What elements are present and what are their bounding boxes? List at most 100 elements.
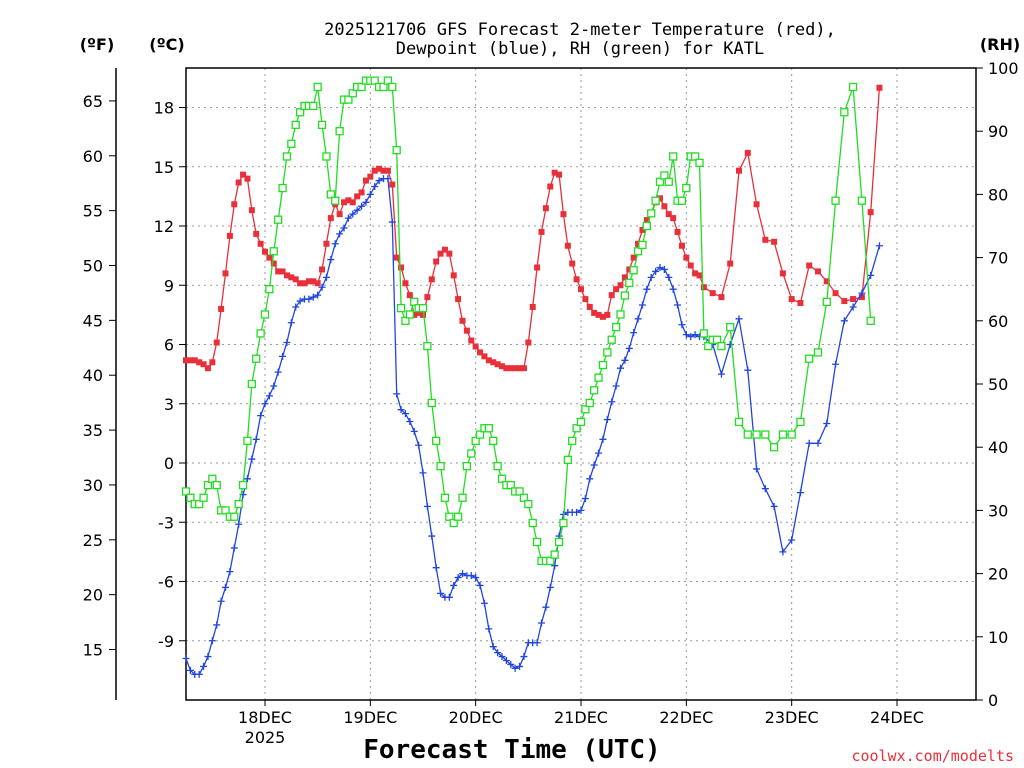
dewpoint-point xyxy=(638,301,646,309)
rh-point xyxy=(475,430,485,439)
temperature-point xyxy=(257,240,264,247)
rh-point xyxy=(866,316,875,325)
rh-point xyxy=(769,443,779,452)
temperature-point xyxy=(279,268,286,275)
dewpoint-point xyxy=(401,410,409,418)
dewpoint-point xyxy=(643,285,651,293)
dewpoint-point xyxy=(467,572,475,580)
temperature-point xyxy=(244,175,251,182)
dewpoint-point xyxy=(257,412,265,420)
rh-point xyxy=(401,316,410,325)
rh-point xyxy=(462,462,472,471)
temperature-point xyxy=(683,254,690,261)
temperature-point xyxy=(744,149,751,156)
dewpoint-point xyxy=(270,382,278,390)
rh-point xyxy=(563,455,572,464)
rh-point xyxy=(515,487,524,496)
dewpoint-point xyxy=(858,289,866,297)
rh-point xyxy=(432,436,441,446)
dewpoint-point xyxy=(581,495,589,503)
rh-point xyxy=(848,82,858,92)
dewpoint-point xyxy=(344,214,352,222)
temperature-point xyxy=(371,167,378,174)
series-temperature xyxy=(183,84,883,372)
celsius-tick-label: 6 xyxy=(164,336,174,355)
temperature-point xyxy=(560,211,567,218)
temperature-point xyxy=(262,248,268,255)
rh-point xyxy=(704,341,713,351)
rh-tick-label: 90 xyxy=(988,122,1008,141)
grid xyxy=(186,68,976,700)
temperature-point xyxy=(455,296,462,303)
temperature-point xyxy=(428,276,435,283)
temperature-point xyxy=(450,272,457,279)
temperature-point xyxy=(283,272,290,279)
rh-point xyxy=(212,480,221,490)
temperature-point xyxy=(736,167,742,174)
rh-point xyxy=(471,436,480,446)
dewpoint-point xyxy=(814,439,822,447)
temperature-point xyxy=(709,290,716,297)
dewpoint-point xyxy=(314,291,322,299)
rh-tick-label: 60 xyxy=(988,312,1008,331)
temperature-point xyxy=(248,207,255,214)
temperature-point xyxy=(503,365,510,372)
credit-text: coolwx.com/modelts xyxy=(851,747,1014,765)
dewpoint-point xyxy=(296,297,304,305)
rh-point xyxy=(805,354,814,363)
dewpoint-point xyxy=(230,544,238,552)
dewpoint-point xyxy=(682,331,690,339)
date-tick-label: 23DEC xyxy=(765,708,819,727)
temperature-point xyxy=(301,280,308,287)
rh-point xyxy=(651,196,660,205)
dewpoint-point xyxy=(621,356,629,364)
dewpoint-point xyxy=(665,273,673,281)
rh-point xyxy=(642,221,651,231)
temperature-point xyxy=(253,230,260,237)
celsius-tick-label: 9 xyxy=(164,276,174,295)
dewpoint-point xyxy=(208,637,216,645)
rh-point xyxy=(752,430,761,439)
rh-point xyxy=(598,360,608,370)
dewpoint-point xyxy=(489,643,497,651)
temperature-point xyxy=(362,177,369,184)
temperature-point xyxy=(380,167,387,174)
dewpoint-point xyxy=(265,392,273,400)
temperature-point xyxy=(240,171,247,178)
rh-point xyxy=(559,518,568,528)
rh-point xyxy=(568,436,577,446)
temperature-point xyxy=(420,311,426,318)
rh-tick-label: 10 xyxy=(988,628,1008,647)
rh-point xyxy=(295,108,305,117)
rh-point xyxy=(331,196,340,205)
rh-point xyxy=(344,95,353,104)
dewpoint-point xyxy=(634,315,642,323)
dewpoint-point xyxy=(823,420,831,427)
temperature-point xyxy=(779,270,786,277)
rh-axis: 0 10 20 30 40 50 60 70 80 90 100 xyxy=(976,59,1019,710)
dewpoint-point xyxy=(353,206,361,214)
temperature-point xyxy=(512,365,519,372)
temperature-point xyxy=(266,254,273,261)
temperature-point xyxy=(327,215,334,222)
temperature-point xyxy=(534,264,541,271)
dewpoint-point xyxy=(371,183,379,190)
rh-point xyxy=(440,493,450,502)
dewpoint-point xyxy=(669,285,677,293)
celsius-axis: -9 -6 -3 0 3 6 9 12 15 18 xyxy=(154,99,186,651)
temperature-point xyxy=(661,203,668,210)
temperature-point xyxy=(323,240,330,247)
dewpoint-point xyxy=(340,224,348,232)
rh-point xyxy=(607,335,616,344)
dewpoint-point xyxy=(437,589,445,597)
rh-point xyxy=(546,556,555,566)
dewpoint-point xyxy=(538,619,545,627)
dewpoint-point xyxy=(630,329,638,337)
temperature-point xyxy=(437,250,444,257)
temperature-point xyxy=(762,236,769,243)
rh-point xyxy=(528,518,537,528)
temperature-point xyxy=(231,201,238,208)
dewpoint-point xyxy=(516,662,524,670)
dewpoint-point xyxy=(551,562,559,570)
